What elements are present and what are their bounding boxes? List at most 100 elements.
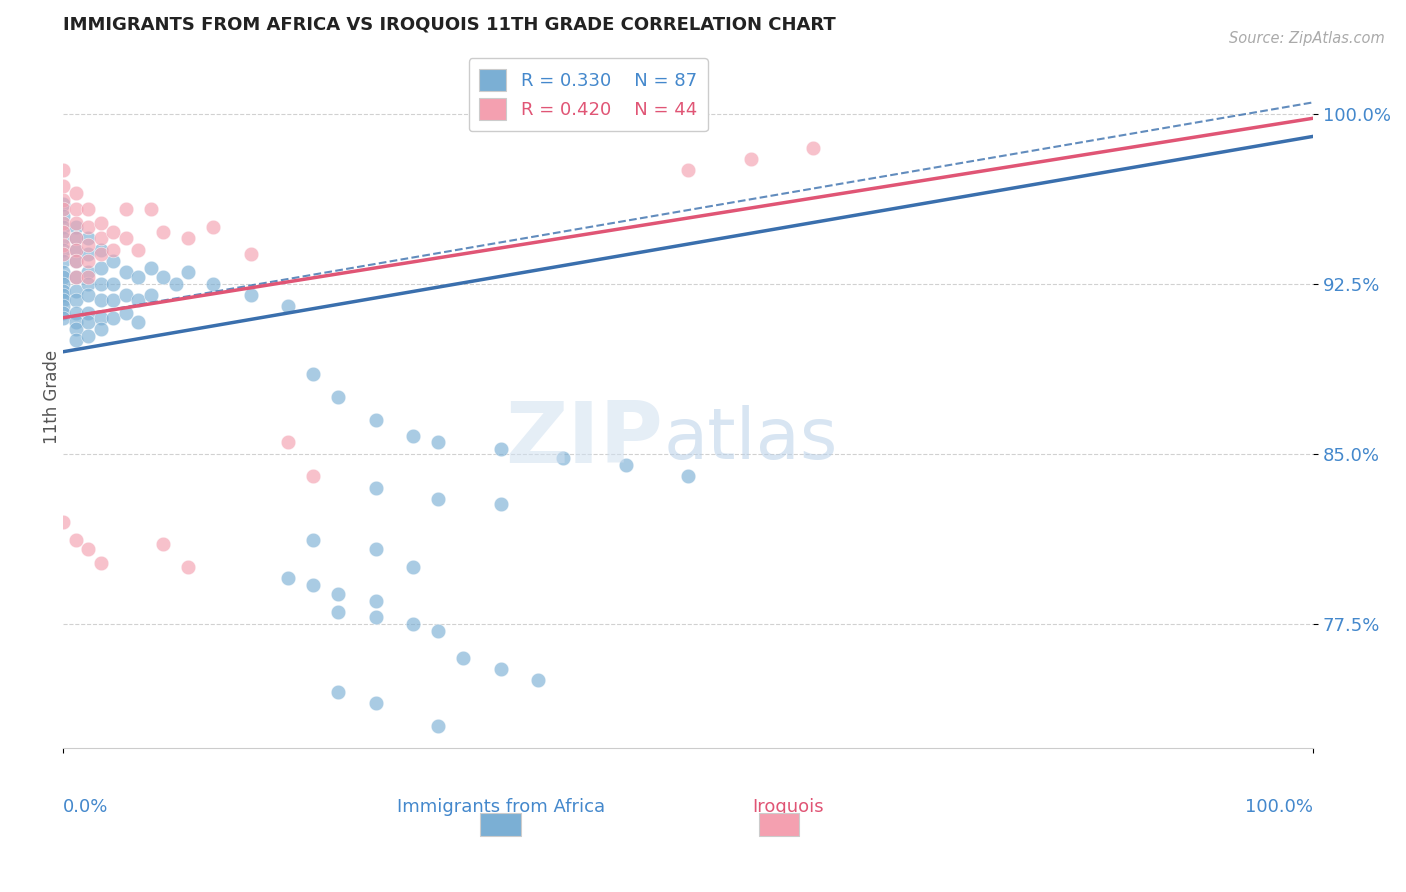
Point: [77, 315, 100, 329]
Point: [65, 202, 87, 216]
Point: [328, 587, 350, 601]
Point: [77, 254, 100, 268]
Point: [489, 662, 512, 676]
Point: [239, 288, 262, 302]
Point: [65, 220, 87, 235]
Point: [103, 293, 125, 307]
Point: [52, 193, 75, 207]
Point: [52, 197, 75, 211]
Point: [77, 306, 100, 320]
Point: [177, 560, 200, 574]
Text: Immigrants from Africa: Immigrants from Africa: [396, 797, 605, 815]
Point: [52, 225, 75, 239]
Point: [65, 186, 87, 200]
Point: [52, 515, 75, 529]
Point: [90, 556, 112, 570]
Point: [165, 277, 187, 291]
Text: 100.0%: 100.0%: [1246, 797, 1313, 815]
Text: 0.0%: 0.0%: [63, 797, 108, 815]
Point: [328, 685, 350, 699]
Point: [614, 458, 637, 472]
Point: [427, 435, 450, 450]
Point: [65, 269, 87, 284]
Point: [364, 481, 387, 495]
Point: [127, 269, 149, 284]
Point: [65, 293, 87, 307]
Point: [52, 220, 75, 235]
Point: [364, 413, 387, 427]
Point: [52, 243, 75, 257]
Point: [52, 247, 75, 261]
Point: [402, 616, 425, 631]
Point: [364, 594, 387, 608]
Point: [427, 719, 450, 733]
Point: [302, 533, 325, 547]
Point: [103, 243, 125, 257]
Point: [52, 265, 75, 279]
Point: [65, 315, 87, 329]
Point: [152, 225, 174, 239]
Point: [65, 306, 87, 320]
Point: [52, 299, 75, 313]
Point: [103, 277, 125, 291]
Point: [127, 315, 149, 329]
Point: [52, 179, 75, 194]
Point: [90, 215, 112, 229]
Point: [277, 571, 299, 585]
Point: [177, 231, 200, 245]
Point: [489, 497, 512, 511]
Text: ZIP: ZIP: [506, 398, 664, 481]
Point: [52, 269, 75, 284]
Point: [90, 260, 112, 275]
Point: [77, 247, 100, 261]
Point: [77, 329, 100, 343]
Point: [90, 310, 112, 325]
Point: [65, 215, 87, 229]
Point: [52, 209, 75, 223]
Point: [427, 492, 450, 507]
Point: [801, 141, 824, 155]
Point: [52, 215, 75, 229]
Point: [302, 368, 325, 382]
Point: [277, 299, 299, 313]
Point: [65, 254, 87, 268]
Point: [402, 428, 425, 442]
Point: [489, 442, 512, 457]
Point: [152, 269, 174, 284]
Point: [77, 231, 100, 245]
Point: [139, 288, 162, 302]
Point: [90, 243, 112, 257]
Point: [52, 293, 75, 307]
Point: [427, 624, 450, 638]
Point: [52, 238, 75, 252]
Point: [77, 288, 100, 302]
Point: [202, 277, 225, 291]
Point: [90, 231, 112, 245]
Point: [328, 390, 350, 404]
Point: [103, 225, 125, 239]
Legend: R = 0.330    N = 87, R = 0.420    N = 44: R = 0.330 N = 87, R = 0.420 N = 44: [468, 58, 709, 131]
Point: [90, 277, 112, 291]
Text: IMMIGRANTS FROM AFRICA VS IROQUOIS 11TH GRADE CORRELATION CHART: IMMIGRANTS FROM AFRICA VS IROQUOIS 11TH …: [63, 15, 837, 33]
Point: [52, 288, 75, 302]
Point: [77, 202, 100, 216]
Point: [103, 310, 125, 325]
Point: [678, 469, 700, 483]
Point: [77, 265, 100, 279]
Point: [527, 673, 550, 688]
Point: [65, 269, 87, 284]
Point: [52, 163, 75, 178]
Point: [65, 243, 87, 257]
Y-axis label: 11th Grade: 11th Grade: [44, 350, 60, 444]
Point: [152, 537, 174, 551]
Point: [90, 293, 112, 307]
Point: [451, 650, 474, 665]
Text: Source: ZipAtlas.com: Source: ZipAtlas.com: [1229, 31, 1385, 46]
Point: [77, 269, 100, 284]
Point: [127, 293, 149, 307]
Point: [139, 202, 162, 216]
Point: [90, 322, 112, 336]
Point: [52, 254, 75, 268]
Point: [302, 578, 325, 592]
Point: [65, 533, 87, 547]
